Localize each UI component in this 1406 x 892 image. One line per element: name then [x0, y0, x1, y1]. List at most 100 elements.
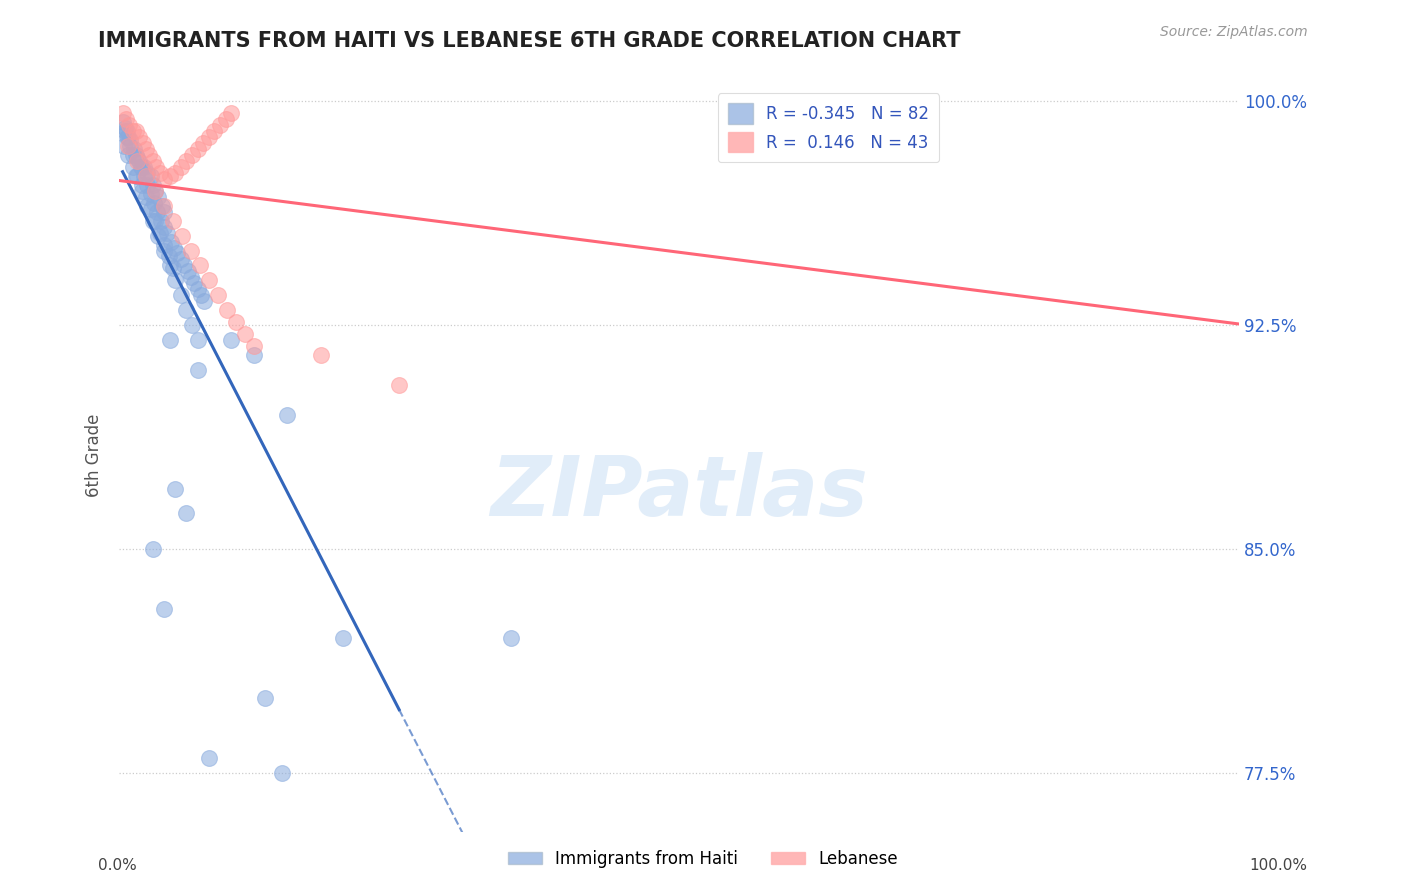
Point	[501, 632, 523, 646]
Point	[117, 148, 139, 162]
Point	[127, 169, 149, 183]
Point	[225, 315, 247, 329]
Point	[159, 169, 181, 183]
Point	[148, 166, 170, 180]
Point	[153, 204, 176, 219]
Point	[162, 261, 184, 276]
Point	[120, 139, 142, 153]
Point	[242, 348, 264, 362]
Point	[153, 219, 176, 234]
Point	[142, 178, 165, 192]
Point	[142, 541, 165, 556]
Point	[117, 139, 139, 153]
Point	[181, 318, 204, 332]
Point	[176, 303, 198, 318]
Point	[176, 506, 198, 520]
Legend: Immigrants from Haiti, Lebanese: Immigrants from Haiti, Lebanese	[502, 844, 904, 875]
Point	[170, 228, 193, 243]
Point	[136, 199, 159, 213]
Point	[143, 213, 166, 227]
Legend: R = -0.345   N = 82, R =  0.146   N = 43: R = -0.345 N = 82, R = 0.146 N = 43	[718, 94, 939, 162]
Point	[111, 106, 134, 120]
Point	[136, 178, 159, 192]
Point	[139, 202, 162, 216]
Point	[125, 124, 148, 138]
Y-axis label: 6th Grade: 6th Grade	[86, 413, 103, 497]
Point	[332, 632, 354, 646]
Point	[125, 148, 148, 162]
Point	[198, 130, 221, 145]
Point	[135, 169, 157, 183]
Text: IMMIGRANTS FROM HAITI VS LEBANESE 6TH GRADE CORRELATION CHART: IMMIGRANTS FROM HAITI VS LEBANESE 6TH GR…	[98, 31, 960, 51]
Point	[131, 160, 153, 174]
Point	[219, 333, 242, 347]
Point	[125, 169, 148, 183]
Point	[180, 244, 202, 258]
Point	[183, 277, 205, 291]
Point	[148, 228, 170, 243]
Point	[193, 294, 215, 309]
Point	[276, 408, 298, 422]
Point	[159, 235, 181, 249]
Point	[111, 115, 134, 129]
Point	[176, 153, 198, 168]
Point	[128, 153, 150, 168]
Point	[153, 244, 176, 258]
Point	[112, 139, 135, 153]
Point	[120, 133, 142, 147]
Point	[204, 124, 226, 138]
Point	[159, 333, 181, 347]
Text: ZIPatlas: ZIPatlas	[491, 452, 868, 533]
Point	[163, 240, 186, 254]
Point	[128, 130, 150, 145]
Point	[114, 124, 136, 138]
Point	[115, 130, 138, 145]
Point	[129, 160, 152, 174]
Point	[173, 259, 195, 273]
Point	[143, 184, 166, 198]
Point	[180, 270, 202, 285]
Point	[215, 303, 238, 318]
Point	[188, 259, 211, 273]
Point	[198, 751, 221, 765]
Point	[157, 250, 180, 264]
Point	[115, 124, 138, 138]
Point	[143, 195, 166, 210]
Point	[270, 765, 292, 780]
Point	[148, 190, 170, 204]
Point	[170, 160, 193, 174]
Point	[309, 348, 332, 362]
Point	[131, 184, 153, 198]
Point	[118, 118, 141, 132]
Point	[166, 246, 188, 260]
Point	[142, 213, 165, 227]
Point	[170, 288, 193, 302]
Point	[159, 259, 181, 273]
Point	[801, 95, 824, 109]
Point	[153, 199, 176, 213]
Point	[233, 327, 256, 342]
Point	[138, 148, 160, 162]
Text: 100.0%: 100.0%	[1250, 858, 1308, 872]
Point	[139, 186, 162, 201]
Point	[132, 136, 155, 150]
Point	[207, 288, 229, 302]
Point	[143, 184, 166, 198]
Point	[139, 169, 162, 183]
Point	[170, 252, 193, 267]
Point	[114, 121, 136, 136]
Point	[165, 166, 187, 180]
Point	[121, 124, 143, 138]
Point	[187, 142, 209, 156]
Point	[131, 178, 153, 192]
Point	[156, 226, 179, 240]
Point	[146, 204, 169, 219]
Point	[136, 166, 159, 180]
Point	[149, 213, 172, 227]
Text: Source: ZipAtlas.com: Source: ZipAtlas.com	[1160, 25, 1308, 39]
Point	[132, 169, 155, 183]
Point	[219, 106, 242, 120]
Point	[153, 237, 176, 252]
Point	[145, 160, 167, 174]
Point	[150, 199, 173, 213]
